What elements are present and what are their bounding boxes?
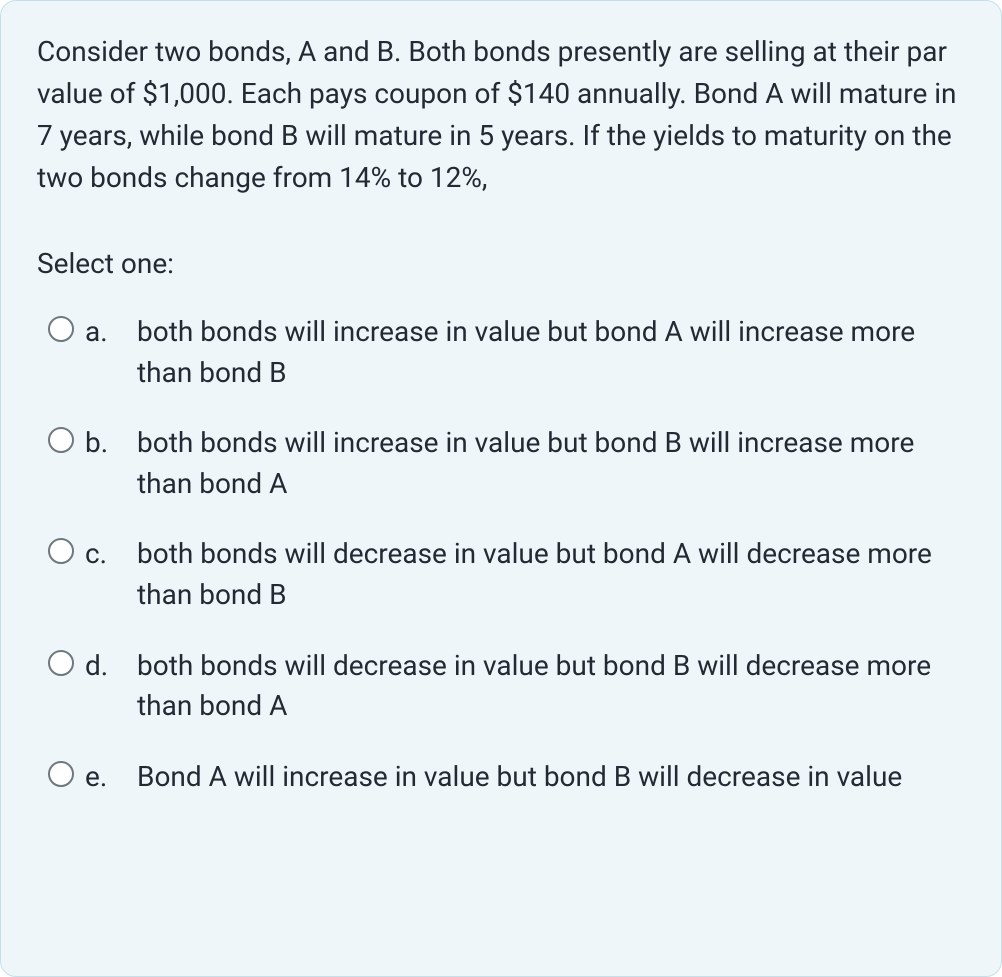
option-letter: e. (85, 757, 137, 798)
option-e[interactable]: e. Bond A will increase in value but bon… (37, 745, 965, 816)
option-c[interactable]: c. both bonds will decrease in value but… (37, 522, 965, 633)
option-letter: d. (85, 646, 137, 687)
option-text: both bonds will decrease in value but bo… (137, 646, 965, 727)
question-text: Consider two bonds, A and B. Both bonds … (37, 31, 965, 199)
radio-wrap (37, 646, 85, 676)
radio-wrap (37, 423, 85, 453)
radio-button[interactable] (48, 427, 74, 453)
option-letter: b. (85, 423, 137, 464)
radio-button[interactable] (48, 761, 74, 787)
option-a[interactable]: a. both bonds will increase in value but… (37, 300, 965, 411)
radio-button[interactable] (48, 316, 74, 342)
question-card: Consider two bonds, A and B. Both bonds … (0, 0, 1002, 977)
radio-wrap (37, 312, 85, 342)
radio-wrap (37, 757, 85, 787)
option-text: both bonds will increase in value but bo… (137, 423, 965, 504)
option-letter: a. (85, 312, 137, 353)
option-b[interactable]: b. both bonds will increase in value but… (37, 411, 965, 522)
option-text: Bond A will increase in value but bond B… (137, 757, 965, 798)
radio-wrap (37, 534, 85, 564)
select-one-label: Select one: (37, 247, 965, 280)
option-text: both bonds will decrease in value but bo… (137, 534, 965, 615)
option-d[interactable]: d. both bonds will decrease in value but… (37, 634, 965, 745)
option-text: both bonds will increase in value but bo… (137, 312, 965, 393)
radio-button[interactable] (48, 650, 74, 676)
radio-button[interactable] (48, 538, 74, 564)
options-list: a. both bonds will increase in value but… (37, 300, 965, 815)
option-letter: c. (85, 534, 137, 575)
